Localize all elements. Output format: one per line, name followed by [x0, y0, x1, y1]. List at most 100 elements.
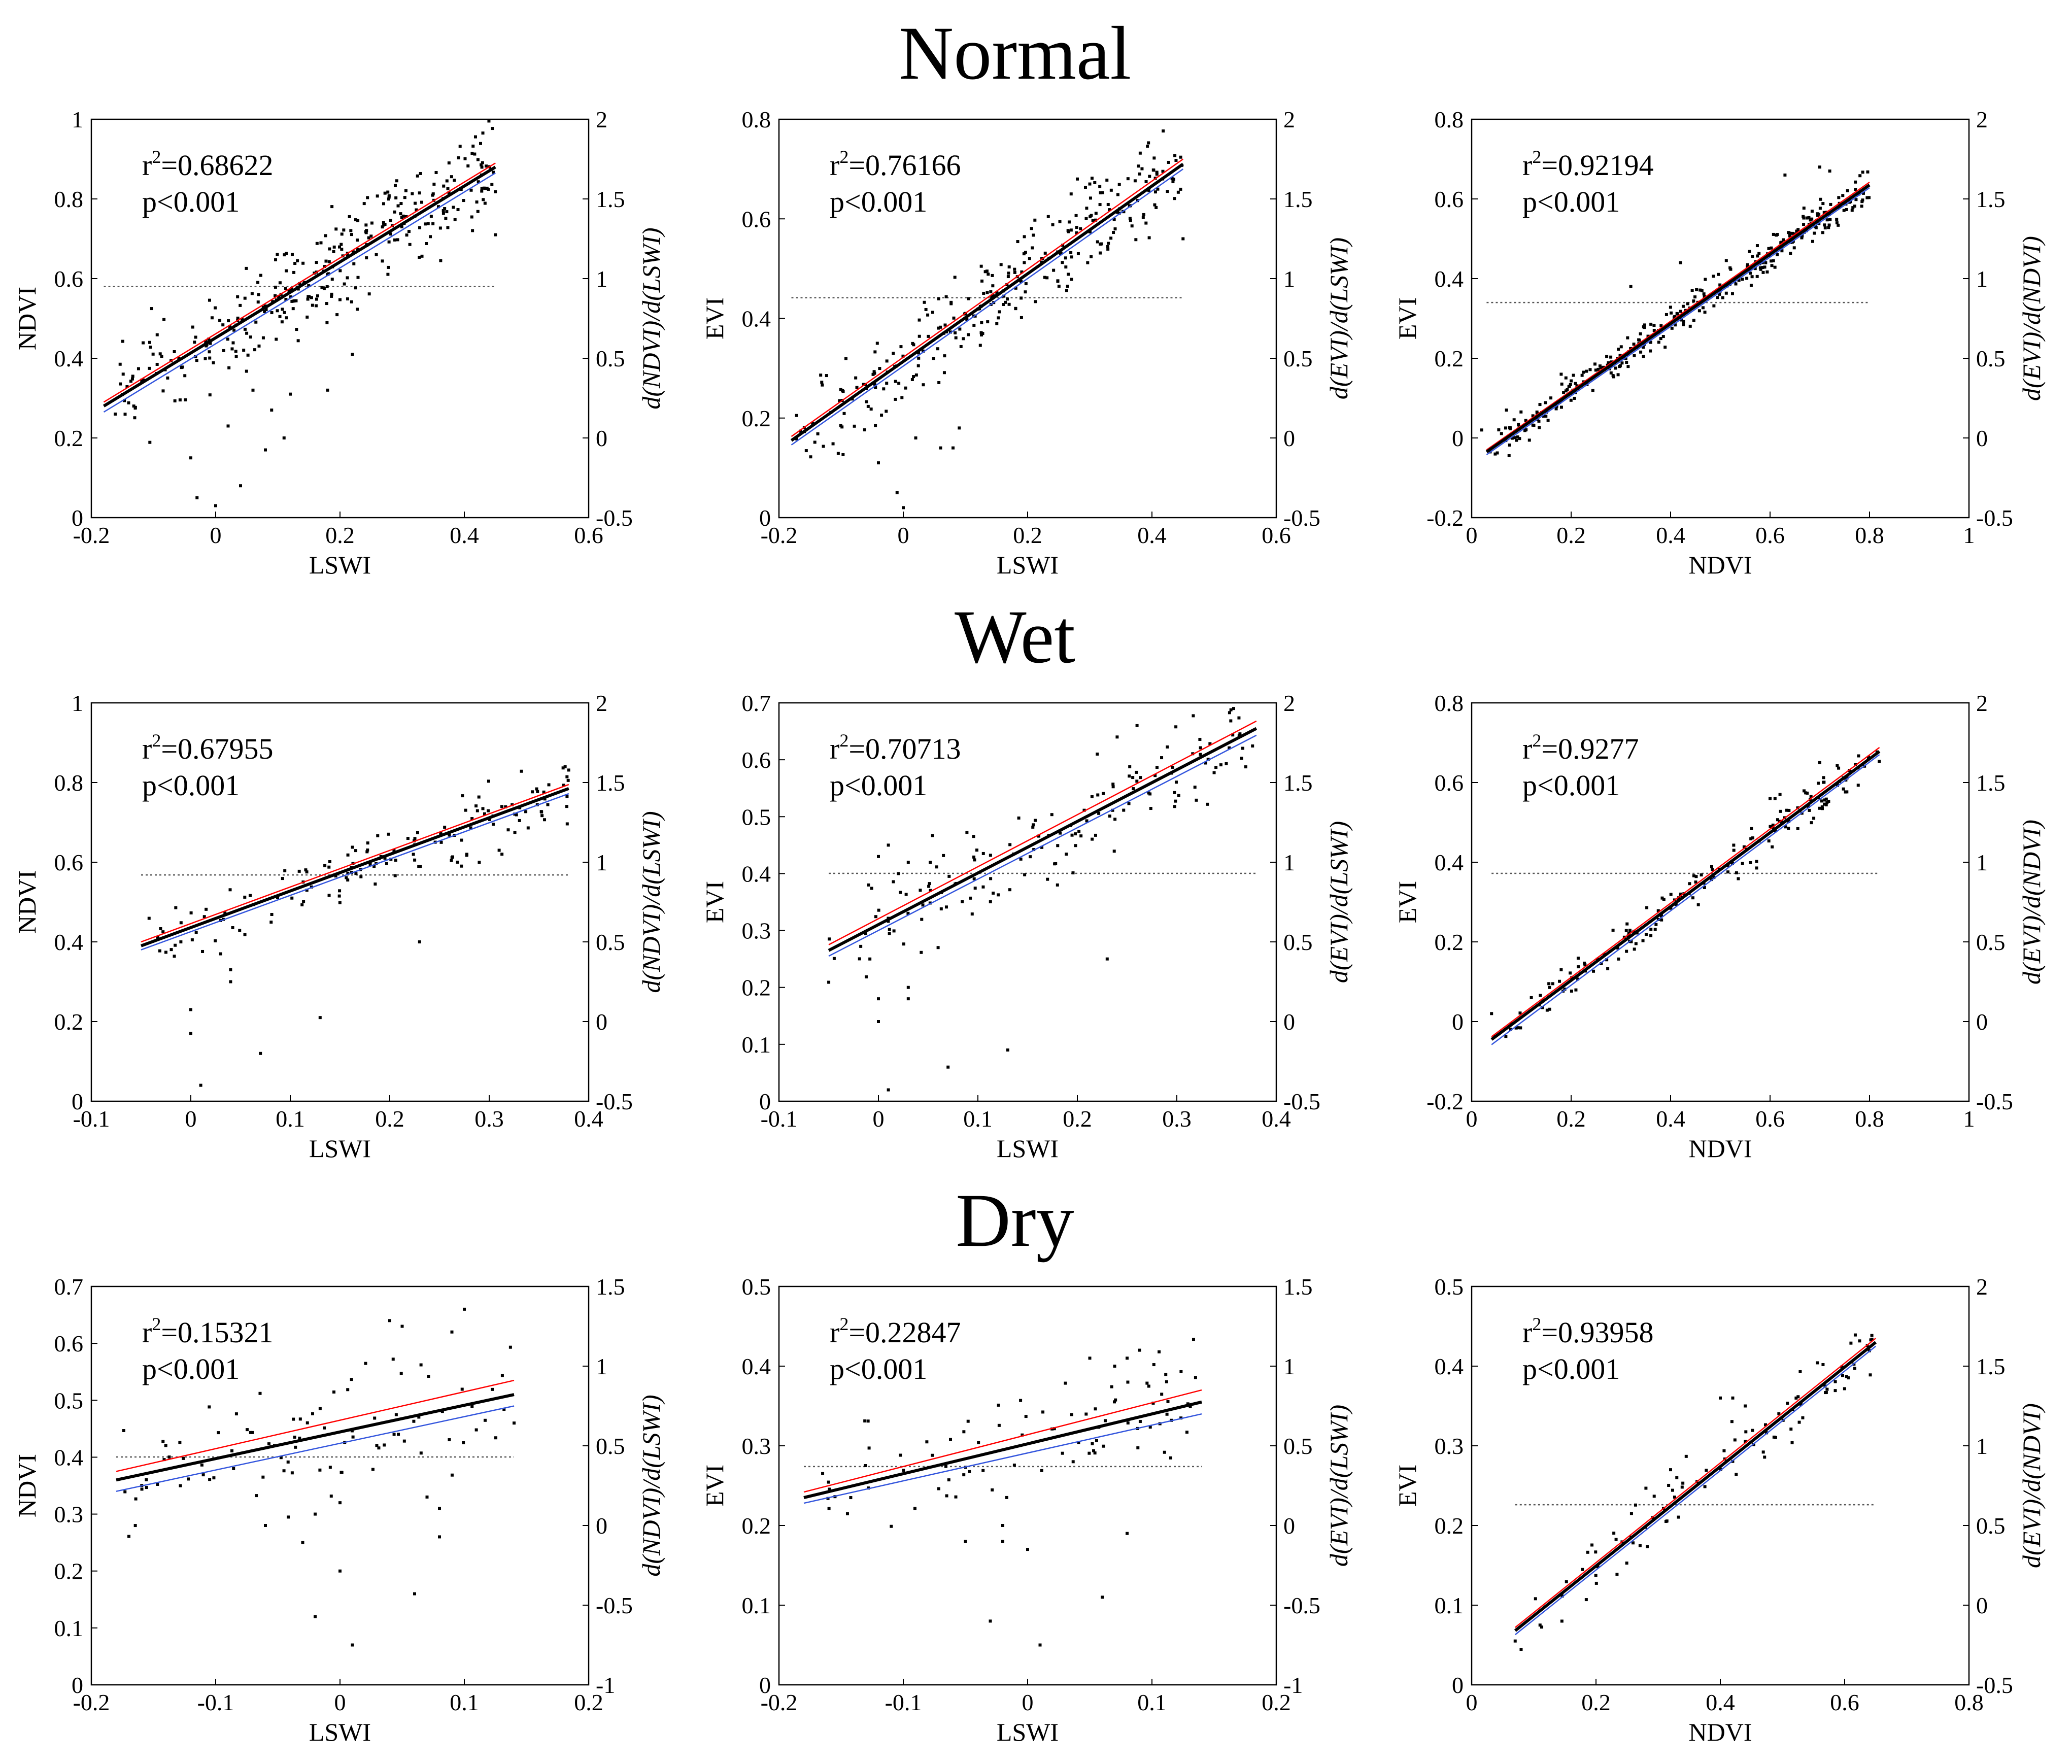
data-point: [904, 386, 907, 390]
data-point: [1593, 362, 1597, 366]
data-point: [565, 805, 568, 808]
data-point: [261, 336, 265, 340]
data-point: [1625, 949, 1628, 953]
y-tick-label: 0.2: [1435, 346, 1464, 371]
data-point: [277, 295, 281, 298]
data-point: [208, 1478, 212, 1481]
data-point: [1810, 210, 1814, 213]
data-point: [1842, 209, 1846, 212]
data-point: [1869, 1373, 1872, 1377]
data-point: [954, 336, 958, 340]
data-point: [897, 382, 901, 385]
data-point: [827, 1480, 830, 1484]
y2-tick-label: 1.5: [1283, 186, 1313, 212]
data-point: [882, 387, 886, 391]
data-point: [1114, 1398, 1117, 1402]
data-point: [335, 313, 339, 317]
data-point: [1670, 311, 1673, 315]
data-point: [1545, 1008, 1549, 1012]
data-point: [918, 318, 921, 322]
data-point: [864, 1464, 867, 1468]
data-point: [256, 300, 260, 304]
data-point: [483, 201, 487, 205]
data-point: [1171, 765, 1174, 769]
data-point: [1786, 1402, 1789, 1405]
data-point: [1229, 719, 1233, 723]
data-point: [169, 948, 173, 952]
y2-tick-label: 1.5: [596, 1274, 625, 1300]
data-point: [1749, 861, 1752, 864]
data-point: [134, 1497, 138, 1501]
data-point: [231, 926, 234, 930]
x-tick-label: 0: [1466, 522, 1478, 548]
x-tick-label: 0.4: [1656, 1106, 1685, 1132]
data-point: [494, 1436, 498, 1440]
data-point: [1638, 338, 1641, 342]
data-point: [475, 809, 479, 812]
data-point: [1208, 742, 1212, 745]
data-point: [1515, 438, 1518, 442]
data-point: [320, 286, 324, 289]
data-point: [483, 812, 486, 816]
data-point: [1767, 839, 1771, 843]
data-point: [1567, 385, 1571, 388]
r-squared-symbol: r: [830, 1316, 839, 1349]
data-point: [471, 144, 475, 148]
data-point-outlier: [463, 1307, 466, 1311]
data-point: [323, 864, 327, 867]
y-tick-label: 0.4: [1435, 1353, 1464, 1379]
data-point: [325, 321, 329, 324]
data-point: [1174, 799, 1177, 803]
data-point-outlier: [1069, 192, 1073, 196]
data-point: [366, 196, 369, 199]
data-point: [962, 1430, 966, 1434]
x-axis-label: LSWI: [997, 1718, 1059, 1746]
data-point: [451, 855, 454, 859]
data-point: [1064, 1381, 1067, 1385]
data-point: [230, 347, 234, 351]
data-point: [1776, 818, 1779, 822]
y-tick-label: 0.2: [742, 975, 771, 1001]
data-point: [1547, 982, 1551, 986]
data-point: [445, 179, 449, 183]
r-squared-symbol: r: [142, 732, 152, 765]
data-point: [1809, 795, 1813, 798]
data-point: [140, 379, 144, 382]
data-point: [937, 297, 940, 300]
data-point: [1022, 252, 1026, 256]
data-point: [518, 819, 521, 822]
data-point: [483, 1418, 487, 1422]
y2-tick-label: -1: [596, 1672, 615, 1698]
data-point: [480, 189, 484, 193]
data-point: [328, 860, 331, 863]
data-point: [389, 219, 392, 222]
data-point: [1856, 784, 1860, 787]
data-point: [323, 1426, 326, 1430]
data-point: [1137, 164, 1140, 168]
r-squared-symbol: r: [1522, 732, 1532, 765]
y-tick-label: 1: [72, 107, 83, 132]
data-point: [1231, 733, 1235, 737]
data-point: [867, 1486, 870, 1490]
p-value-annotation: p<0.001: [142, 1352, 240, 1385]
y-tick-label: 0.4: [54, 1444, 84, 1470]
y-tick-label: 0.2: [742, 1513, 771, 1539]
data-point: [1822, 781, 1826, 784]
p-value-annotation: p<0.001: [830, 769, 927, 802]
data-point: [1825, 801, 1829, 804]
data-point: [1744, 1440, 1747, 1443]
data-point: [939, 325, 942, 329]
y-tick-label: -0.2: [1426, 1089, 1464, 1114]
data-point: [1057, 284, 1061, 288]
data-point: [350, 1378, 353, 1381]
data-point: [1854, 198, 1858, 201]
data-point: [305, 870, 309, 874]
data-point: [439, 259, 443, 262]
data-point: [1004, 300, 1007, 304]
data-point: [931, 1453, 934, 1457]
data-point: [292, 270, 296, 274]
data-point: [1008, 888, 1011, 892]
y-tick-label: 0.3: [54, 1502, 84, 1528]
data-point: [1096, 240, 1099, 244]
data-point: [476, 158, 480, 161]
